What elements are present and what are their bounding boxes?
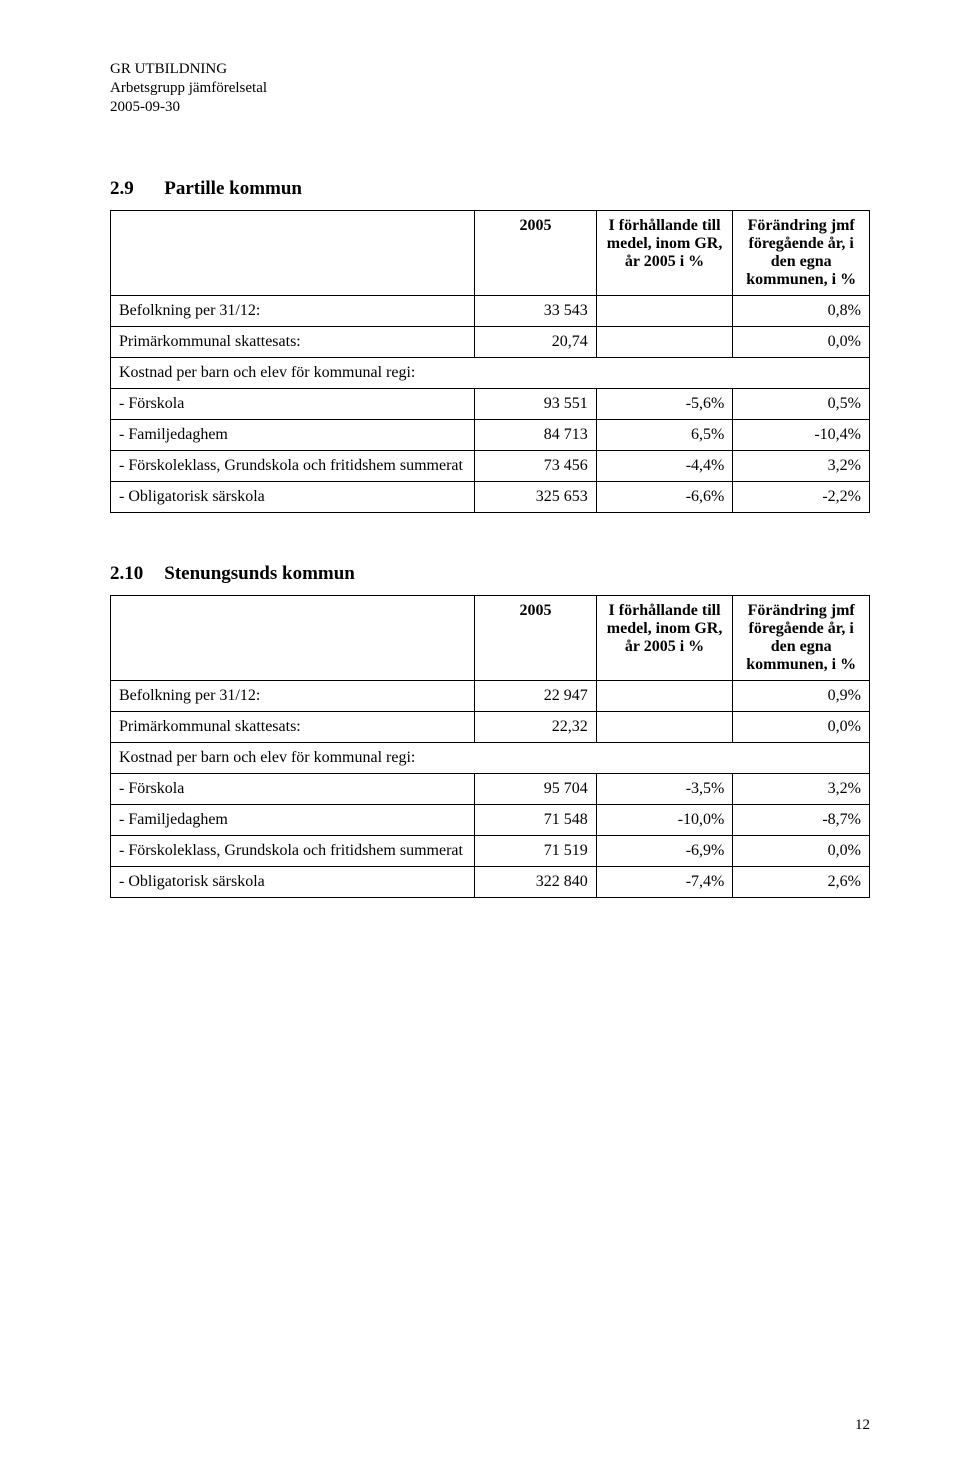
header-org: GR UTBILDNING xyxy=(110,60,870,79)
column-header: I förhållande till medel, inom GR, år 20… xyxy=(596,211,733,296)
cell-value: 20,74 xyxy=(475,327,596,358)
cell-value: 3,2% xyxy=(733,774,870,805)
cell-value: 71 548 xyxy=(475,805,596,836)
data-table: 2005I förhållande till medel, inom GR, å… xyxy=(110,210,870,513)
cell-value xyxy=(596,681,733,712)
cell-value: 0,8% xyxy=(733,296,870,327)
table-row: Befolkning per 31/12:33 543 0,8% xyxy=(111,296,870,327)
row-label: - Familjedaghem xyxy=(111,420,475,451)
cell-value: 93 551 xyxy=(475,389,596,420)
cell-value: 0,0% xyxy=(733,836,870,867)
column-header: I förhållande till medel, inom GR, år 20… xyxy=(596,596,733,681)
table-row: - Obligatorisk särskola322 840-7,4%2,6% xyxy=(111,867,870,898)
cell-value: 2,6% xyxy=(733,867,870,898)
sections-container: 2.9 Partille kommun2005I förhållande til… xyxy=(110,178,870,898)
header-group: Arbetsgrupp jämförelsetal xyxy=(110,79,870,98)
data-table: 2005I förhållande till medel, inom GR, å… xyxy=(110,595,870,898)
cell-value: 33 543 xyxy=(475,296,596,327)
table-row: Kostnad per barn och elev för kommunal r… xyxy=(111,743,870,774)
cell-value: -4,4% xyxy=(596,451,733,482)
cell-value: 71 519 xyxy=(475,836,596,867)
table-header-row: 2005I förhållande till medel, inom GR, å… xyxy=(111,596,870,681)
section-name: Partille kommun xyxy=(160,178,303,199)
document-header: GR UTBILDNING Arbetsgrupp jämförelsetal … xyxy=(110,60,870,116)
section-number: 2.10 xyxy=(110,563,150,585)
row-label: - Förskoleklass, Grundskola och fritidsh… xyxy=(111,451,475,482)
cell-value: 6,5% xyxy=(596,420,733,451)
row-label: Primärkommunal skattesats: xyxy=(111,327,475,358)
row-label: - Obligatorisk särskola xyxy=(111,867,475,898)
table-row: Kostnad per barn och elev för kommunal r… xyxy=(111,358,870,389)
cell-value: -2,2% xyxy=(733,482,870,513)
cell-value: -6,6% xyxy=(596,482,733,513)
row-span-label: Kostnad per barn och elev för kommunal r… xyxy=(111,743,870,774)
table-row: - Familjedaghem84 7136,5%-10,4% xyxy=(111,420,870,451)
cell-value: -8,7% xyxy=(733,805,870,836)
section-name: Stenungsunds kommun xyxy=(160,563,355,584)
cell-value: 84 713 xyxy=(475,420,596,451)
column-header: Förändring jmf föregående år, i den egna… xyxy=(733,211,870,296)
column-header: Förändring jmf föregående år, i den egna… xyxy=(733,596,870,681)
cell-value: -7,4% xyxy=(596,867,733,898)
cell-value: 325 653 xyxy=(475,482,596,513)
table-row: Befolkning per 31/12:22 947 0,9% xyxy=(111,681,870,712)
cell-value xyxy=(596,296,733,327)
table-row: - Förskola93 551-5,6%0,5% xyxy=(111,389,870,420)
page-number: 12 xyxy=(855,1417,870,1434)
cell-value: 22,32 xyxy=(475,712,596,743)
row-label: - Förskola xyxy=(111,774,475,805)
cell-value: 0,0% xyxy=(733,327,870,358)
cell-value: -5,6% xyxy=(596,389,733,420)
table-row: - Obligatorisk särskola325 653-6,6%-2,2% xyxy=(111,482,870,513)
cell-value: 0,5% xyxy=(733,389,870,420)
table-header-row: 2005I förhållande till medel, inom GR, å… xyxy=(111,211,870,296)
section-number: 2.9 xyxy=(110,178,150,200)
column-header xyxy=(111,211,475,296)
row-label: - Förskoleklass, Grundskola och fritidsh… xyxy=(111,836,475,867)
section-title: 2.10 Stenungsunds kommun xyxy=(110,563,870,585)
cell-value: -3,5% xyxy=(596,774,733,805)
table-row: Primärkommunal skattesats:22,32 0,0% xyxy=(111,712,870,743)
row-label: - Obligatorisk särskola xyxy=(111,482,475,513)
table-row: Primärkommunal skattesats:20,74 0,0% xyxy=(111,327,870,358)
cell-value: 322 840 xyxy=(475,867,596,898)
row-label: Befolkning per 31/12: xyxy=(111,296,475,327)
column-header: 2005 xyxy=(475,596,596,681)
cell-value: 0,9% xyxy=(733,681,870,712)
row-span-label: Kostnad per barn och elev för kommunal r… xyxy=(111,358,870,389)
row-label: - Familjedaghem xyxy=(111,805,475,836)
cell-value: -10,4% xyxy=(733,420,870,451)
table-row: - Förskoleklass, Grundskola och fritidsh… xyxy=(111,836,870,867)
column-header: 2005 xyxy=(475,211,596,296)
row-label: Primärkommunal skattesats: xyxy=(111,712,475,743)
cell-value xyxy=(596,712,733,743)
cell-value: 73 456 xyxy=(475,451,596,482)
cell-value: -10,0% xyxy=(596,805,733,836)
column-header xyxy=(111,596,475,681)
section-title: 2.9 Partille kommun xyxy=(110,178,870,200)
cell-value: 95 704 xyxy=(475,774,596,805)
header-date: 2005-09-30 xyxy=(110,98,870,117)
cell-value xyxy=(596,327,733,358)
table-row: - Förskola95 704-3,5%3,2% xyxy=(111,774,870,805)
row-label: Befolkning per 31/12: xyxy=(111,681,475,712)
cell-value: 22 947 xyxy=(475,681,596,712)
row-label: - Förskola xyxy=(111,389,475,420)
cell-value: -6,9% xyxy=(596,836,733,867)
cell-value: 3,2% xyxy=(733,451,870,482)
table-row: - Förskoleklass, Grundskola och fritidsh… xyxy=(111,451,870,482)
table-row: - Familjedaghem71 548-10,0%-8,7% xyxy=(111,805,870,836)
page: GR UTBILDNING Arbetsgrupp jämförelsetal … xyxy=(0,0,960,1474)
cell-value: 0,0% xyxy=(733,712,870,743)
